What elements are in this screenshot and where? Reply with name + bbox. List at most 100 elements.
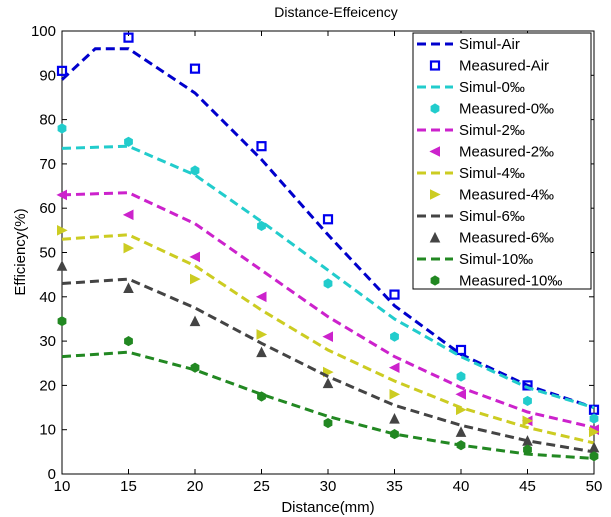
series-3 xyxy=(57,123,599,424)
legend-label: Simul-0‰ xyxy=(459,79,525,96)
x-tick-label: 30 xyxy=(320,478,337,495)
legend-label: Simul-4‰ xyxy=(459,165,525,182)
data-point xyxy=(189,251,200,263)
data-point xyxy=(389,289,400,300)
data-point xyxy=(456,371,466,382)
series-line xyxy=(61,144,595,410)
x-tick-label: 40 xyxy=(453,478,470,495)
legend-swatch xyxy=(429,60,441,71)
series-6 xyxy=(61,233,595,445)
legend-label: Measured-2‰ xyxy=(459,144,554,161)
data-point xyxy=(122,209,134,221)
x-tick-label: 25 xyxy=(253,478,270,495)
data-point xyxy=(255,291,267,303)
legend-label: Simul-2‰ xyxy=(459,122,525,139)
legend-item: Measured-Air xyxy=(429,58,549,75)
legend-item: Measured-4‰ xyxy=(430,187,554,204)
data-point xyxy=(257,391,266,402)
legend-item: Measured-6‰ xyxy=(429,230,554,247)
data-point xyxy=(190,165,200,176)
x-axis-label: Distance(mm) xyxy=(281,499,374,516)
legend-label: Measured-Air xyxy=(459,58,549,75)
series-0 xyxy=(60,47,595,410)
series-9 xyxy=(56,260,600,453)
legend-item: Measured-0‰ xyxy=(430,101,554,118)
data-point xyxy=(190,362,200,373)
data-point xyxy=(390,429,399,440)
data-point xyxy=(189,63,201,74)
data-point xyxy=(56,65,68,76)
legend-label: Simul-10‰ xyxy=(459,251,533,268)
x-tick-label: 15 xyxy=(120,478,137,495)
data-point xyxy=(523,444,532,455)
data-point xyxy=(124,136,133,147)
legend-item: Simul-4‰ xyxy=(417,165,525,182)
legend-label: Simul-Air xyxy=(459,36,520,53)
y-tick-label: 30 xyxy=(39,333,56,350)
x-tick-label: 10 xyxy=(54,478,71,495)
series-4 xyxy=(61,191,595,429)
series-10 xyxy=(61,350,595,460)
legend-label: Measured-4‰ xyxy=(459,187,554,204)
data-point xyxy=(123,32,134,43)
data-point xyxy=(56,260,68,271)
y-tick-label: 70 xyxy=(39,156,56,173)
data-point xyxy=(455,426,467,437)
data-point xyxy=(322,214,334,225)
legend-label: Measured-6‰ xyxy=(459,230,554,247)
data-point xyxy=(57,225,68,236)
legend-item: Measured-10‰ xyxy=(430,273,562,290)
x-tick-label: 45 xyxy=(519,478,536,495)
data-point xyxy=(323,418,333,429)
data-point xyxy=(256,346,267,358)
x-tick-label: 20 xyxy=(187,478,204,495)
data-point xyxy=(456,404,467,416)
data-point xyxy=(124,336,133,347)
data-point xyxy=(589,413,599,424)
data-point xyxy=(589,451,599,462)
legend-swatch xyxy=(430,189,441,200)
legend-item: Simul-0‰ xyxy=(417,79,525,96)
y-tick-label: 20 xyxy=(39,377,56,394)
data-point xyxy=(56,189,67,201)
data-point xyxy=(323,278,333,289)
y-tick-label: 40 xyxy=(39,289,56,306)
series-line xyxy=(61,233,595,445)
legend-label: Simul-6‰ xyxy=(459,208,525,225)
data-point xyxy=(257,220,266,231)
y-tick-label: 60 xyxy=(39,200,56,217)
data-point xyxy=(322,377,334,389)
data-point xyxy=(123,282,134,293)
data-point xyxy=(456,440,466,451)
legend-item: Simul-Air xyxy=(417,36,520,53)
data-point xyxy=(589,426,600,438)
y-tick-label: 0 xyxy=(48,466,56,483)
legend-label: Measured-10‰ xyxy=(459,273,562,290)
legend-item: Simul-6‰ xyxy=(417,208,525,225)
series-layer xyxy=(56,32,600,462)
legend: Simul-Air Measured-Air Simul-0‰ Measured-0‰… xyxy=(412,32,592,290)
y-axis-label: Efficiency(%) xyxy=(12,208,29,295)
data-point xyxy=(57,316,67,327)
series-line xyxy=(61,277,595,454)
data-point xyxy=(388,362,400,373)
legend-swatch xyxy=(430,275,440,286)
legend-item: Simul-2‰ xyxy=(417,122,525,139)
data-point xyxy=(57,123,67,134)
y-tick-label: 90 xyxy=(39,67,56,84)
data-point xyxy=(389,388,401,400)
legend-swatch xyxy=(430,103,440,114)
y-tick-label: 50 xyxy=(39,245,56,262)
series-8 xyxy=(61,277,595,454)
y-tick-label: 80 xyxy=(39,112,56,129)
data-point xyxy=(190,273,201,285)
series-line xyxy=(61,350,595,460)
legend-swatch xyxy=(429,146,440,157)
data-point xyxy=(522,380,533,391)
series-line xyxy=(61,191,595,429)
data-point xyxy=(256,329,268,340)
legend-box xyxy=(412,32,592,290)
legend-item: Measured-2‰ xyxy=(429,144,554,161)
data-point xyxy=(322,331,333,342)
